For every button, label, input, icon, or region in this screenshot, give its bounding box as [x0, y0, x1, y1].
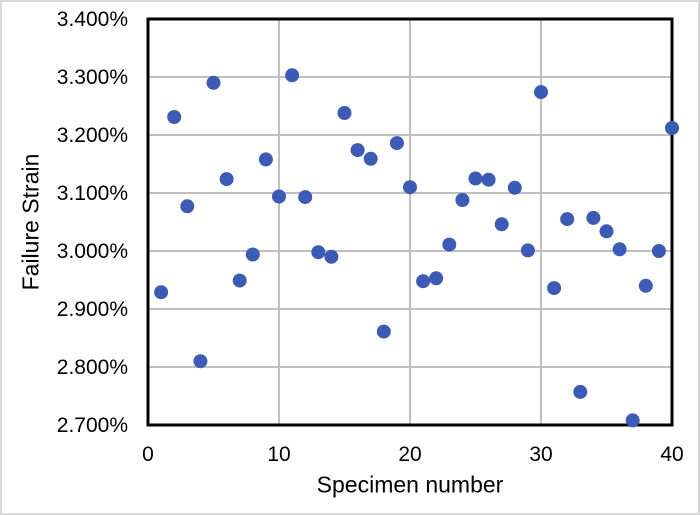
data-point	[285, 68, 300, 83]
y-tick-label: 3.400%	[57, 8, 128, 31]
data-point	[311, 245, 326, 260]
data-point	[638, 278, 653, 293]
data-point	[180, 199, 195, 214]
y-tick-label: 3.300%	[57, 66, 128, 89]
data-point	[455, 193, 470, 207]
data-point	[625, 413, 640, 428]
data-point	[416, 274, 431, 289]
data-point	[376, 324, 391, 339]
data-point	[468, 171, 483, 186]
data-point	[560, 212, 575, 227]
y-tick-label: 2.700%	[57, 414, 128, 437]
y-tick-label: 3.100%	[57, 182, 128, 205]
data-point	[337, 106, 352, 120]
y-tick-label: 3.200%	[57, 124, 128, 147]
data-point	[481, 172, 496, 187]
data-point	[534, 85, 548, 100]
y-axis-title: Failure Strain	[17, 153, 44, 291]
y-tick-label: 2.800%	[57, 356, 128, 379]
data-point	[350, 143, 365, 158]
data-point	[586, 210, 601, 225]
data-point	[520, 243, 535, 258]
data-point	[363, 151, 378, 166]
x-tick-label: 40	[660, 443, 683, 466]
x-tick-label: 0	[142, 443, 154, 466]
data-point	[507, 180, 522, 195]
data-point	[245, 247, 260, 262]
data-point	[206, 75, 221, 90]
data-point	[651, 244, 666, 258]
data-point	[272, 189, 286, 204]
data-point	[389, 136, 404, 151]
x-tick-label: 30	[529, 443, 552, 466]
data-point	[665, 121, 679, 135]
data-point	[258, 152, 273, 167]
data-point	[599, 224, 614, 239]
x-axis-title: Specimen number	[316, 471, 504, 498]
data-point	[573, 384, 588, 399]
data-point	[494, 217, 509, 232]
data-point	[324, 249, 339, 264]
data-point	[298, 190, 313, 205]
y-tick-label: 3.000%	[57, 240, 128, 263]
data-point	[547, 281, 562, 296]
x-tick-label: 10	[267, 443, 290, 466]
data-point	[167, 110, 182, 124]
data-point	[193, 354, 208, 369]
data-point	[442, 237, 457, 252]
data-point	[219, 172, 234, 187]
data-point	[612, 242, 627, 257]
x-tick-label: 20	[398, 443, 421, 466]
plot-border	[146, 17, 674, 427]
data-point	[429, 271, 444, 286]
data-point	[403, 180, 417, 195]
data-point	[232, 273, 247, 288]
y-tick-label: 2.900%	[57, 298, 128, 321]
data-point	[154, 285, 169, 300]
